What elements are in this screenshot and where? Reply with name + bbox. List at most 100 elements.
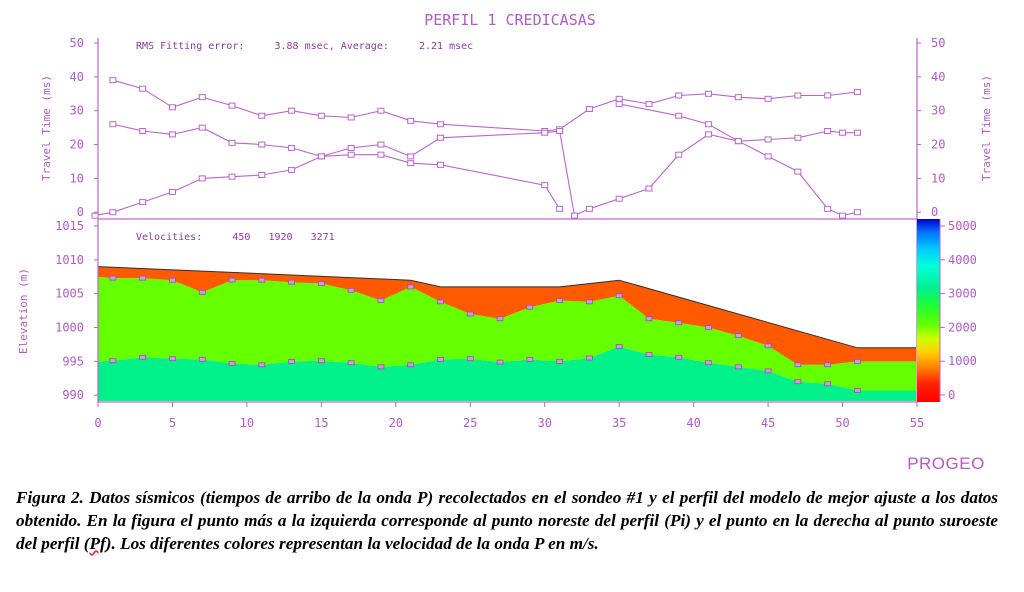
- tt-point: [258, 141, 266, 148]
- layer-3271: [98, 346, 916, 401]
- tt-point: [541, 182, 549, 189]
- tt-tick-label-left: 10: [70, 171, 84, 185]
- x-tick-label: 35: [612, 416, 626, 430]
- tt-tick-label-right: 40: [931, 70, 945, 84]
- interface1-point: [526, 304, 534, 310]
- colorbar-gradient: [917, 219, 940, 402]
- tt-point: [91, 212, 99, 219]
- interface1-point: [794, 362, 802, 368]
- tt-point: [288, 107, 296, 114]
- interface1-point: [645, 316, 653, 322]
- interface2-point: [198, 356, 206, 362]
- tt-tick-label-right: 10: [931, 171, 945, 185]
- tt-point: [436, 134, 444, 141]
- interface1-point: [347, 287, 355, 293]
- tt-point: [615, 95, 623, 102]
- x-tick-label: 15: [314, 416, 328, 430]
- tt-point: [556, 128, 564, 134]
- tt-point: [734, 138, 742, 145]
- interface2-point: [288, 358, 295, 364]
- interface1-point: [437, 299, 444, 305]
- tt-point: [109, 121, 117, 128]
- elev-tick-label: 1010: [55, 253, 84, 267]
- caption-text-1: Figura 2. Datos sísmicos (tiempos de arr…: [16, 488, 998, 553]
- interface1-point: [317, 281, 325, 286]
- interface2-point: [794, 379, 802, 385]
- interface2-point: [437, 356, 444, 362]
- interface2-point: [496, 359, 504, 365]
- tt-point: [794, 92, 802, 99]
- tt-point: [168, 104, 176, 111]
- colorbar-tick-label: 0: [948, 388, 955, 402]
- tt-point: [436, 161, 444, 168]
- tt-point: [764, 153, 772, 160]
- interface1-point: [615, 293, 623, 299]
- tt-point: [407, 117, 415, 124]
- x-tick-label: 10: [240, 416, 254, 430]
- tt-point: [794, 168, 802, 175]
- tt-point: [541, 129, 549, 136]
- tt-point: [675, 151, 683, 158]
- interface2-point: [734, 364, 742, 370]
- figure-caption: Figura 2. Datos sísmicos (tiempos de arr…: [16, 486, 998, 555]
- interface1-point: [407, 284, 415, 290]
- interface1-point: [764, 343, 772, 349]
- elev-tick-label: 1005: [55, 287, 84, 301]
- tt-tick-label-right: 30: [931, 104, 945, 118]
- interface2-point: [169, 356, 176, 362]
- travel-time-series: [91, 77, 861, 219]
- interface2-point: [615, 344, 623, 349]
- x-tick-label: 40: [686, 416, 700, 430]
- interface1-point: [586, 299, 593, 305]
- x-tick-label: 55: [910, 416, 924, 430]
- tt-point: [585, 205, 593, 212]
- interface2-point: [228, 361, 236, 366]
- tt-point: [198, 175, 206, 182]
- interface1-point: [705, 325, 712, 330]
- tt-point: [645, 185, 653, 192]
- tt-point: [258, 172, 266, 178]
- interface2-point: [466, 356, 474, 362]
- interface1-point: [198, 289, 206, 295]
- tt-point: [288, 166, 296, 173]
- tt-point: [407, 153, 415, 160]
- tt-point: [615, 195, 623, 202]
- tt-point: [139, 199, 147, 206]
- interface1-point: [556, 298, 564, 303]
- tt-point: [839, 129, 847, 136]
- tt-point: [139, 128, 147, 134]
- interface1-point: [288, 279, 295, 285]
- tt-point: [377, 107, 385, 114]
- interface2-point: [764, 368, 772, 374]
- caption-pf: Pf: [89, 534, 106, 553]
- surface-line: [98, 266, 916, 349]
- elev-tick-label: 1015: [55, 219, 84, 233]
- tt-point: [675, 112, 683, 119]
- interface1-point: [854, 358, 861, 364]
- tt-tick-label-right: 0: [931, 205, 938, 219]
- interface2-point: [139, 354, 147, 360]
- tt-point: [347, 144, 355, 151]
- elev-tick-group: 990 995 1000 1005 1010 1015: [55, 219, 98, 402]
- x-tick-group: 0 5 10 15 20 25 30 35 40 45 50 55: [94, 402, 924, 430]
- tt-point: [198, 94, 206, 101]
- elev-tick-label: 990: [62, 388, 84, 402]
- colorbar-tick-label: 3000: [948, 287, 977, 301]
- interface1-point: [139, 275, 147, 281]
- tt-tick-label-right: 50: [931, 36, 945, 50]
- interface1-point: [228, 277, 236, 283]
- interface2-point: [824, 381, 832, 387]
- tt-point: [109, 209, 117, 216]
- tt-point: [436, 121, 444, 128]
- interface2-point: [347, 360, 355, 366]
- tt-point: [734, 94, 742, 101]
- tt-point: [853, 89, 861, 96]
- tt-point: [571, 212, 579, 219]
- x-tick-label: 5: [169, 416, 176, 430]
- velocity-colorbar: 0 1000 2000 3000 4000 5000: [917, 219, 977, 402]
- tt-series-line-1: [112, 79, 858, 132]
- interface1-point: [109, 275, 117, 281]
- interface1-point: [169, 277, 176, 283]
- interface1-point: [675, 320, 683, 326]
